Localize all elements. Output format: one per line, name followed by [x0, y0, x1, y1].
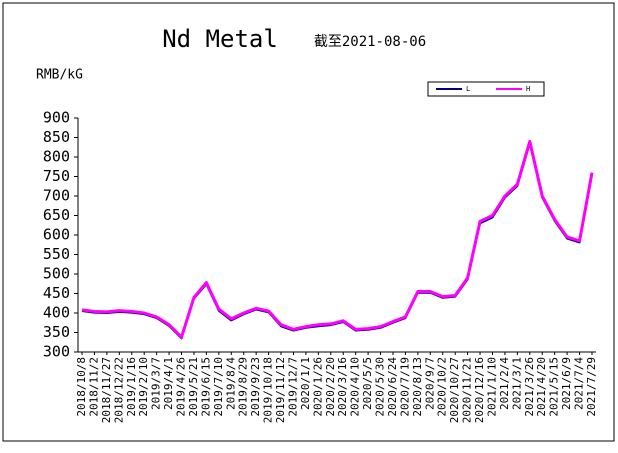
- y-tick-label: 350: [43, 323, 70, 341]
- x-tick-label: 2019/12/7: [286, 357, 299, 417]
- y-tick-label: 850: [43, 128, 70, 146]
- y-tick-label: 400: [43, 304, 70, 322]
- x-tick-label: 2021/1/10: [485, 357, 498, 417]
- y-tick-label: 600: [43, 226, 70, 244]
- chart-title: Nd Metal: [162, 25, 278, 53]
- y-tick-label: 900: [43, 109, 70, 127]
- y-tick-label: 800: [43, 148, 70, 166]
- x-tick-label: 2021/3/1: [510, 357, 523, 410]
- x-tick-label: 2019/2/10: [137, 357, 150, 417]
- x-tick-label: 2020/4/10: [349, 357, 362, 417]
- x-tick-label: 2021/7/4: [573, 357, 586, 410]
- x-tick-label: 2019/9/23: [249, 357, 262, 417]
- x-tick-label: 2019/11/12: [274, 357, 287, 423]
- legend-box: [427, 81, 545, 97]
- x-tick-label: 2019/3/7: [150, 357, 163, 410]
- legend-label: L: [466, 85, 470, 93]
- x-tick-label: 2020/7/19: [398, 357, 411, 417]
- y-axis-label: RMB/kG: [36, 68, 83, 83]
- legend-label: H: [526, 85, 530, 93]
- x-tick-label: 2018/11/2: [87, 357, 100, 417]
- x-tick-label: 2020/8/13: [411, 357, 424, 417]
- x-tick-label: 2018/10/8: [75, 357, 88, 417]
- x-tick-label: 2021/6/9: [560, 357, 573, 410]
- y-tick-label: 450: [43, 284, 70, 302]
- x-tick-label: 2021/3/26: [523, 357, 536, 417]
- y-tick-label: 550: [43, 245, 70, 263]
- y-tick-label: 300: [43, 343, 70, 361]
- x-tick-label: 2019/4/1: [162, 357, 175, 410]
- x-tick-label: 2021/5/15: [548, 357, 561, 417]
- y-tick-label: 650: [43, 206, 70, 224]
- x-tick-label: 2020/10/2: [436, 357, 449, 417]
- x-tick-label: 2020/5/5: [361, 357, 374, 410]
- x-tick-label: 2020/3/16: [336, 357, 349, 417]
- y-tick-label: 750: [43, 167, 70, 185]
- x-tick-label: 2021/4/20: [535, 357, 548, 417]
- x-tick-label: 2019/8/29: [237, 357, 250, 417]
- x-tick-label: 2019/6/15: [199, 357, 212, 417]
- x-tick-label: 2020/10/27: [448, 357, 461, 423]
- series-line: [81, 139, 594, 339]
- chart-subtitle: 截至2021-08-06: [314, 34, 426, 50]
- x-tick-label: 2020/12/16: [473, 357, 486, 423]
- x-tick-label: 2019/5/21: [187, 357, 200, 417]
- x-tick-label: 2020/5/30: [374, 357, 387, 417]
- x-tick-label: 2020/2/20: [324, 357, 337, 417]
- x-tick-label: 2018/12/22: [112, 357, 125, 423]
- x-tick-label: 2021/7/29: [585, 357, 598, 417]
- x-tick-label: 2020/1/1: [299, 357, 312, 410]
- y-tick-label: 700: [43, 187, 70, 205]
- x-tick-label: 2020/1/26: [311, 357, 324, 417]
- x-tick-label: 2020/6/24: [386, 357, 399, 417]
- x-tick-label: 2020/9/7: [423, 357, 436, 410]
- y-tick-label: 500: [43, 265, 70, 283]
- x-tick-label: 2021/2/4: [498, 357, 511, 410]
- x-tick-label: 2019/1/16: [125, 357, 138, 417]
- x-tick-label: 2018/11/27: [100, 357, 113, 423]
- x-tick-label: 2019/4/26: [175, 357, 188, 417]
- x-tick-label: 2020/11/21: [461, 357, 474, 423]
- x-tick-label: 2019/8/4: [224, 357, 237, 410]
- x-tick-label: 2019/7/10: [212, 357, 225, 417]
- frame: [2, 2, 615, 442]
- x-tick-label: 2019/10/18: [262, 357, 275, 423]
